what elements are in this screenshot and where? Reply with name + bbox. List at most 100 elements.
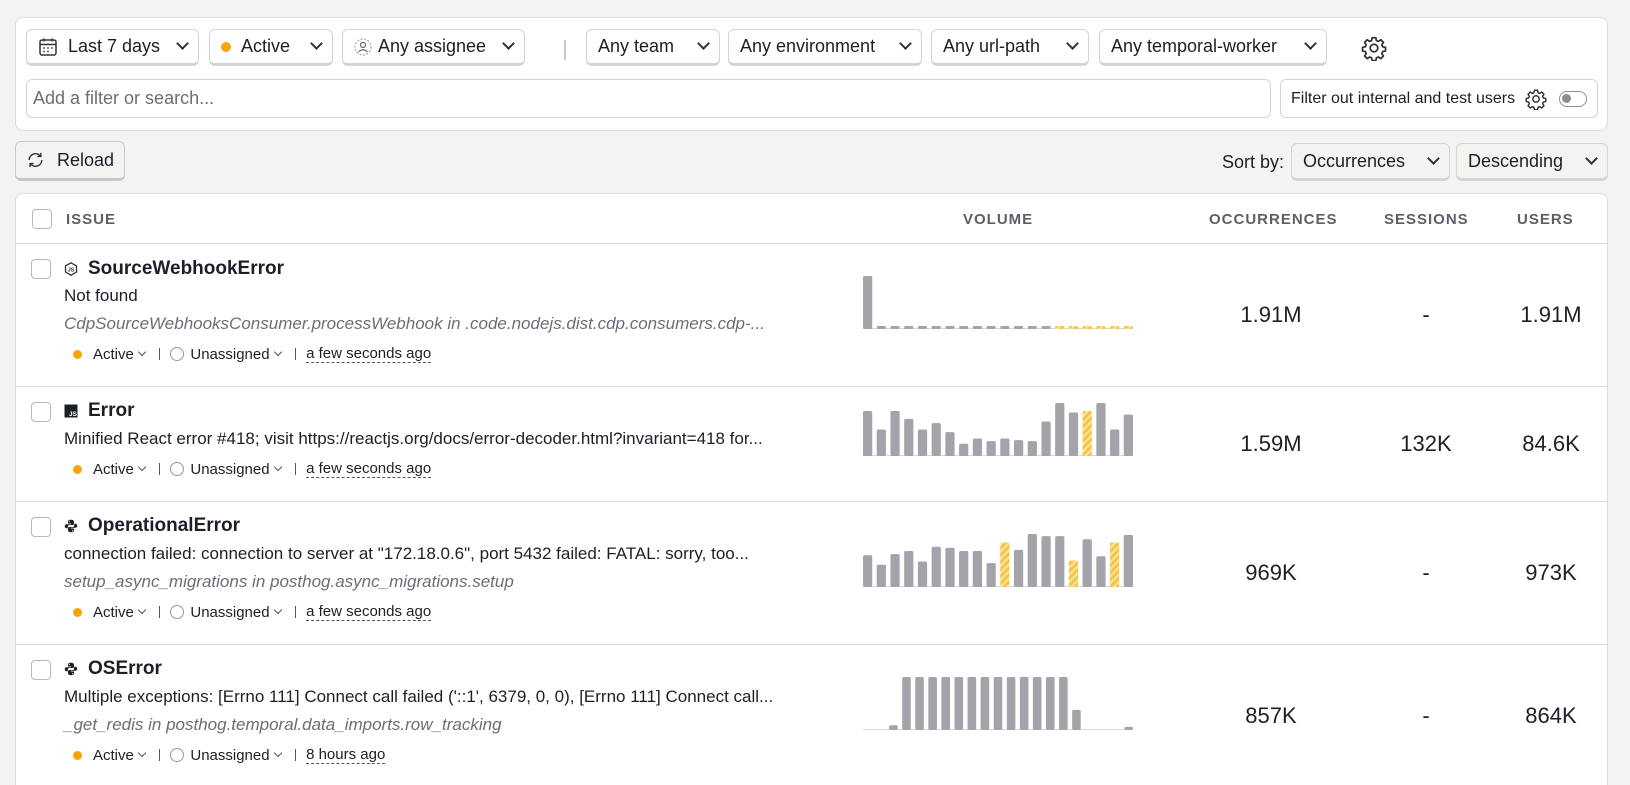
assignee-label: Any assignee — [378, 36, 487, 56]
volume-bar — [931, 546, 941, 587]
environment-label: Any environment — [740, 36, 876, 56]
status-select[interactable]: Active — [73, 747, 147, 764]
svg-text:JS: JS — [68, 267, 75, 273]
volume-bar — [876, 326, 886, 329]
last-seen-link[interactable]: a few seconds ago — [306, 460, 432, 478]
issue-title-link[interactable]: OperationalError — [64, 515, 240, 537]
last-seen-link[interactable]: 8 hours ago — [306, 746, 386, 764]
assignee-select[interactable]: Unassigned — [170, 747, 282, 764]
volume-bar — [1019, 677, 1029, 730]
volume-bar — [917, 326, 928, 329]
meta-divider — [158, 348, 161, 360]
chevron-down-icon — [273, 347, 282, 357]
volume-bar — [1013, 326, 1024, 329]
url-path-label: Any url-path — [943, 36, 1041, 56]
volume-bar — [1096, 326, 1106, 329]
issue-title: OSError — [88, 658, 162, 679]
javascript-icon: JS — [64, 404, 78, 418]
table-row[interactable]: OSError Multiple exceptions: [Errno 111]… — [16, 645, 1607, 785]
status-dot-icon — [221, 41, 231, 52]
temporal-worker-select[interactable]: Any temporal-worker — [1099, 29, 1327, 66]
volume-bar — [959, 326, 969, 329]
last-seen-link[interactable]: a few seconds ago — [306, 345, 432, 363]
sort-order-select[interactable]: Descending — [1456, 143, 1608, 181]
status-select[interactable]: Active — [73, 604, 147, 621]
volume-bar — [1000, 438, 1010, 456]
team-select[interactable]: Any team — [586, 29, 720, 66]
status-label: Active — [93, 460, 134, 478]
settings-gear-icon[interactable] — [1361, 35, 1387, 61]
internal-filter-toggle[interactable] — [1559, 90, 1587, 107]
meta-divider — [158, 749, 161, 761]
volume-bar — [1096, 556, 1106, 587]
volume-bar — [1055, 326, 1065, 329]
table-row[interactable]: OperationalError connection failed: conn… — [16, 502, 1607, 645]
volume-bar — [931, 423, 941, 456]
volume-sparkline — [863, 677, 1133, 730]
volume-bar — [1000, 542, 1010, 587]
column-occurrences: OCCURRENCES — [1209, 211, 1338, 228]
chevron-down-icon — [273, 605, 282, 615]
select-all-checkbox[interactable] — [32, 209, 52, 229]
assignee-select[interactable]: Unassigned — [170, 604, 282, 621]
user-icon — [170, 605, 185, 619]
date-range-label: Last 7 days — [68, 36, 161, 56]
column-issue: ISSUE — [66, 211, 117, 228]
issue-title-link[interactable]: JS Error — [64, 400, 134, 422]
assignee-select[interactable]: Unassigned — [170, 345, 282, 363]
occurrences-value: 969K — [1245, 560, 1297, 585]
search-input[interactable] — [26, 79, 1271, 118]
python-icon — [64, 662, 78, 676]
volume-bar — [902, 677, 911, 730]
status-select[interactable]: Active — [73, 346, 147, 363]
assignee-label: Unassigned — [190, 460, 270, 478]
volume-bar — [972, 438, 983, 456]
meta-divider — [158, 463, 161, 475]
sort-field-select[interactable]: Occurrences — [1291, 143, 1450, 181]
meta-divider — [294, 463, 297, 475]
date-range-select[interactable]: Last 7 days — [26, 29, 199, 66]
volume-sparkline — [863, 276, 1133, 329]
issue-title-link[interactable]: OSError — [64, 658, 162, 680]
row-checkbox[interactable] — [31, 517, 51, 537]
row-checkbox[interactable] — [31, 402, 51, 422]
row-checkbox[interactable] — [31, 660, 51, 680]
reload-button[interactable]: Reload — [15, 141, 125, 181]
issue-source: _get_redis in posthog.temporal.data_impo… — [64, 715, 502, 734]
url-path-select[interactable]: Any url-path — [931, 29, 1089, 66]
assignee-label: Unassigned — [190, 345, 270, 363]
issue-meta: Active Unassigned a few seconds ago — [73, 345, 432, 363]
occurrences-value: 1.59M — [1240, 431, 1302, 456]
volume-bar — [986, 326, 996, 329]
volume-bar — [915, 677, 924, 730]
reload-label: Reload — [56, 149, 114, 170]
meta-divider — [294, 348, 297, 360]
volume-bar — [904, 326, 914, 329]
status-select[interactable]: Active — [209, 29, 333, 66]
volume-sparkline — [863, 403, 1133, 456]
volume-bar — [890, 410, 900, 456]
internal-filter-settings-icon[interactable] — [1525, 88, 1547, 110]
internal-filter-label: Filter out internal and test users — [1291, 89, 1516, 107]
environment-select[interactable]: Any environment — [728, 29, 922, 66]
volume-bar — [1096, 403, 1106, 456]
row-checkbox[interactable] — [31, 259, 51, 279]
user-icon — [354, 38, 372, 55]
assignee-select[interactable]: Unassigned — [170, 460, 282, 478]
sort-order-label: Descending — [1468, 150, 1564, 171]
volume-bar — [1013, 440, 1024, 456]
chevron-down-icon — [176, 37, 189, 50]
volume-bar — [904, 418, 914, 456]
issue-title-link[interactable]: JS SourceWebhookError — [64, 258, 284, 280]
table-row[interactable]: JS SourceWebhookError Not found CdpSourc… — [16, 244, 1607, 387]
status-dot-icon — [73, 750, 82, 760]
table-row[interactable]: JS Error Minified React error #418; visi… — [16, 387, 1607, 502]
last-seen-link[interactable]: a few seconds ago — [306, 603, 432, 621]
volume-bar — [1110, 429, 1120, 456]
assignee-select[interactable]: Any assignee — [342, 29, 525, 66]
status-select[interactable]: Active — [73, 460, 147, 478]
volume-bar — [1041, 326, 1051, 329]
sort-field-label: Occurrences — [1303, 150, 1406, 171]
chevron-down-icon — [1304, 37, 1317, 50]
volume-bar — [876, 564, 886, 587]
